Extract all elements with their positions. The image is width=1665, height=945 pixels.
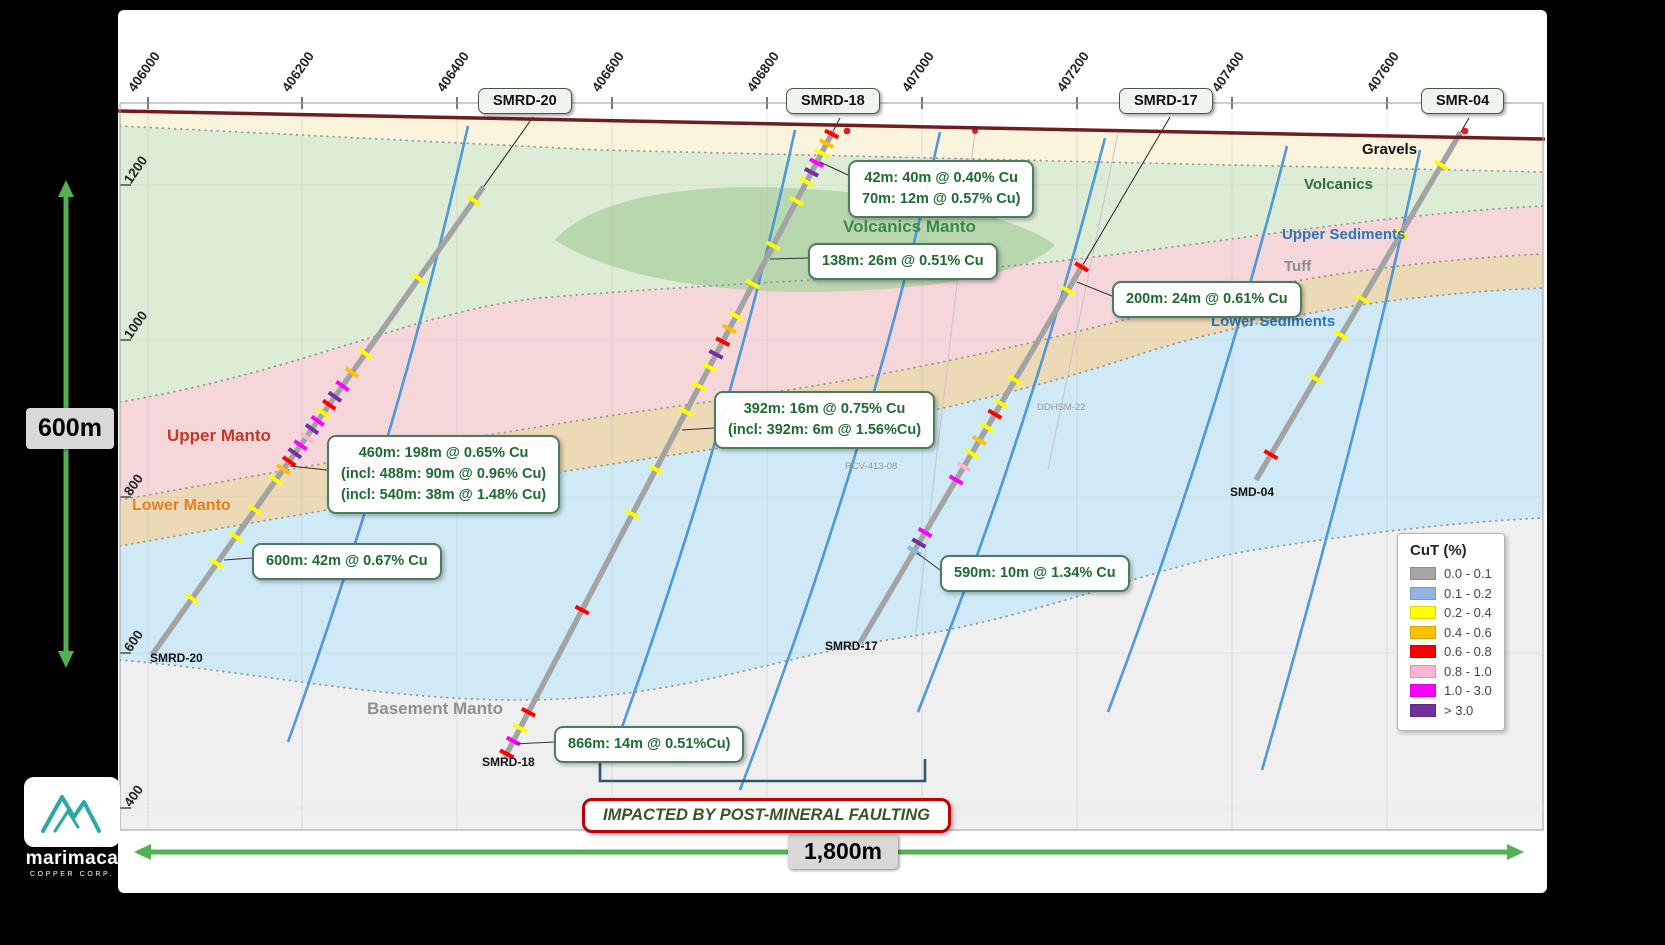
callout-smrd20-460m: 460m: 198m @ 0.65% Cu (incl: 488m: 90m @… [327, 435, 561, 515]
legend-color-chip [1410, 586, 1436, 600]
legend-item: 0.8 - 1.0 [1410, 664, 1492, 679]
legend-color-chip [1410, 664, 1436, 678]
legend-item-label: 0.4 - 0.6 [1444, 624, 1492, 640]
callout-line: 590m: 10m @ 1.34% Cu [954, 565, 1116, 581]
mountain-icon [41, 795, 101, 833]
legend-item: 0.0 - 0.1 [1410, 566, 1492, 581]
legend-color-chip [1410, 703, 1436, 717]
callout-line: 138m: 26m @ 0.51% Cu [822, 253, 984, 269]
legend-item-label: 1.0 - 3.0 [1444, 683, 1492, 698]
legend-item-label: > 3.0 [1444, 702, 1474, 718]
legend-color-chip [1410, 606, 1436, 619]
legend-color-chip [1410, 645, 1436, 658]
minor-hole-label-rcv: RCV-413-08 [845, 461, 898, 472]
drill-traces [149, 116, 1470, 760]
unit-label-upper-sediments: Upper Sediments [1282, 226, 1406, 243]
legend-item-label: 0.1 - 0.2 [1444, 585, 1492, 601]
legend-item: 0.2 - 0.4 [1410, 605, 1492, 620]
callout-smrd18-138m: 138m: 26m @ 0.51% Cu [808, 243, 998, 281]
unit-label-gravels: Gravels [1362, 141, 1418, 158]
legend-item: 1.0 - 3.0 [1410, 683, 1492, 698]
callout-line: 70m: 12m @ 0.57% Cu) [862, 191, 1021, 208]
toe-label-smrd-20: SMRD-20 [150, 651, 203, 665]
scale-horizontal-label: 1,800m [788, 834, 899, 869]
callout-line: 200m: 24m @ 0.61% Cu [1126, 291, 1288, 307]
logo-subtitle: COPPER CORP. [30, 871, 114, 878]
callout-smrd18-392m: 392m: 16m @ 0.75% Cu (incl: 392m: 6m @ 1… [714, 391, 936, 450]
callout-line: (incl: 392m: 6m @ 1.56%Cu) [728, 422, 922, 439]
collar-label-smr-04: SMR-04 [1421, 88, 1505, 114]
scale-vertical-label: 600m [26, 408, 114, 449]
surface-topo-line [117, 109, 1546, 141]
legend-color-chip [1410, 684, 1436, 697]
unit-label-upper-manto: Upper Manto [167, 426, 271, 445]
legend-item: 0.6 - 0.8 [1410, 644, 1492, 659]
unit-label-tuff: Tuff [1284, 258, 1312, 275]
legend-item: 0.1 - 0.2 [1410, 586, 1492, 601]
legend-item-label: 0.2 - 0.4 [1444, 605, 1492, 620]
legend-color-chip [1410, 625, 1436, 639]
legend-title: CuT (%) [1410, 542, 1467, 559]
cut-legend: CuT (%) 0.0 - 0.1 0.1 - 0.2 0.2 - 0.4 0.… [1397, 533, 1505, 731]
callout-line: 866m: 14m @ 0.51%Cu) [568, 736, 731, 752]
callout-line: 392m: 16m @ 0.75% Cu [743, 401, 906, 417]
unit-label-lower-manto: Lower Manto [132, 497, 231, 514]
legend-color-chip [1410, 567, 1436, 580]
legend-item-label: 0.0 - 0.1 [1444, 566, 1492, 581]
callout-smrd17-590m: 590m: 10m @ 1.34% Cu [940, 555, 1130, 593]
collar-label-smrd-17: SMRD-17 [1119, 88, 1213, 114]
callout-smrd18-866m: 866m: 14m @ 0.51%Cu) [554, 726, 745, 764]
callout-line: 42m: 40m @ 0.40% Cu [864, 170, 1018, 186]
toe-label-smd-04: SMD-04 [1230, 485, 1275, 499]
callout-smrd17-200m: 200m: 24m @ 0.61% Cu [1112, 281, 1302, 319]
callout-line: (incl: 540m: 38m @ 1.48% Cu) [341, 487, 547, 504]
minor-hole-label-ddhsm: DDHSM-22 [1037, 402, 1086, 413]
unit-label-volcanics: Volcanics [1304, 176, 1373, 193]
post-mineral-faulting-note: IMPACTED BY POST-MINERAL FAULTING [582, 798, 951, 833]
unit-label-volcanics-manto: Volcanics Manto [843, 217, 976, 236]
callout-smrd18-42m: 42m: 40m @ 0.40% Cu 70m: 12m @ 0.57% Cu) [848, 160, 1035, 219]
callout-line: 600m: 42m @ 0.67% Cu [266, 553, 428, 569]
unit-label-basement-manto: Basement Manto [367, 699, 504, 718]
marimaca-wordmark: marimaca COPPER CORP. [18, 849, 126, 878]
toe-label-smrd-17: SMRD-17 [825, 639, 878, 653]
callout-smrd20-600m: 600m: 42m @ 0.67% Cu [252, 543, 442, 581]
callout-line: 460m: 198m @ 0.65% Cu [358, 445, 529, 461]
callout-leaders [223, 161, 1113, 745]
collar-label-smrd-20: SMRD-20 [478, 88, 572, 114]
legend-item-label: 0.6 - 0.8 [1444, 644, 1492, 659]
faulting-bracket [598, 758, 927, 783]
callout-line: (incl: 488m: 90m @ 0.96% Cu) [341, 466, 547, 483]
legend-item: > 3.0 [1410, 703, 1492, 718]
legend-item-label: 0.8 - 1.0 [1444, 663, 1492, 679]
collar-label-smrd-18: SMRD-18 [786, 88, 880, 114]
toe-label-smrd-18: SMRD-18 [482, 755, 535, 769]
logo-name: marimaca [25, 848, 119, 869]
marimaca-logo [24, 777, 120, 847]
legend-item: 0.4 - 0.6 [1410, 625, 1492, 640]
